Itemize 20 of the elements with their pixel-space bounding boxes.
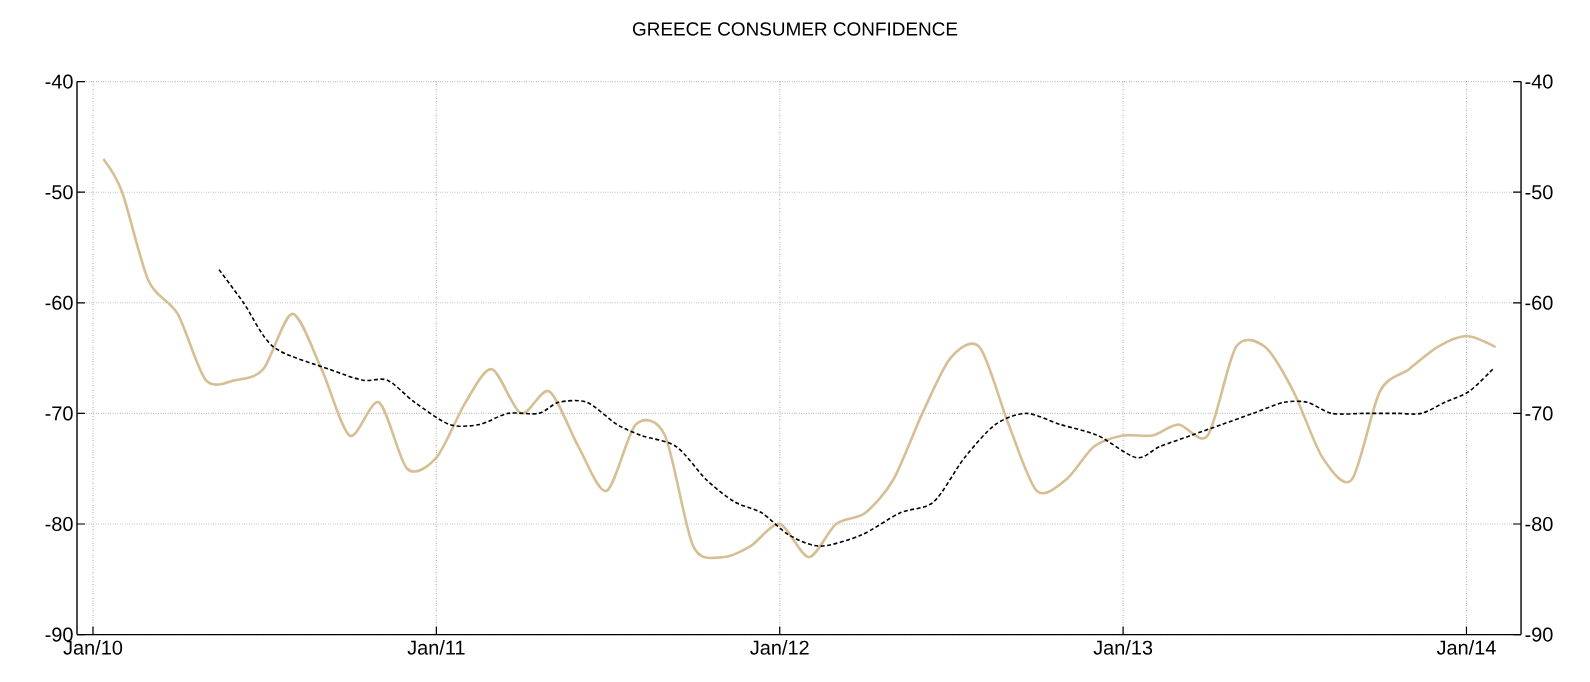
line-series [218,268,1494,547]
x-tick-label: Jan/10 [63,640,123,655]
x-tick-label: Jan/13 [1093,640,1153,655]
y2-tick-label: -90 [1525,627,1553,642]
x-tick-label: Jan/12 [750,640,809,655]
y-tick-label: -90 [45,627,73,642]
y2-tick-label: -40 [1525,74,1553,89]
x-tick-label: Jan/14 [1436,640,1496,655]
x-tick-label: Jan/11 [407,640,465,655]
chart-title: GREECE CONSUMER CONFIDENCE [632,22,958,36]
y2-tick-label: -70 [1525,406,1553,421]
y2-tick-label: -80 [1525,516,1553,532]
y-tick-label: -80 [45,516,73,532]
line-series [102,157,1497,559]
y-tick-label: -50 [45,185,73,200]
y2-tick-label: -50 [1525,185,1553,200]
y-tick-label: -40 [45,74,73,89]
y-tick-label: -60 [45,295,73,310]
y2-tick-label: -60 [1525,295,1553,310]
y-tick-label: -70 [45,406,73,421]
